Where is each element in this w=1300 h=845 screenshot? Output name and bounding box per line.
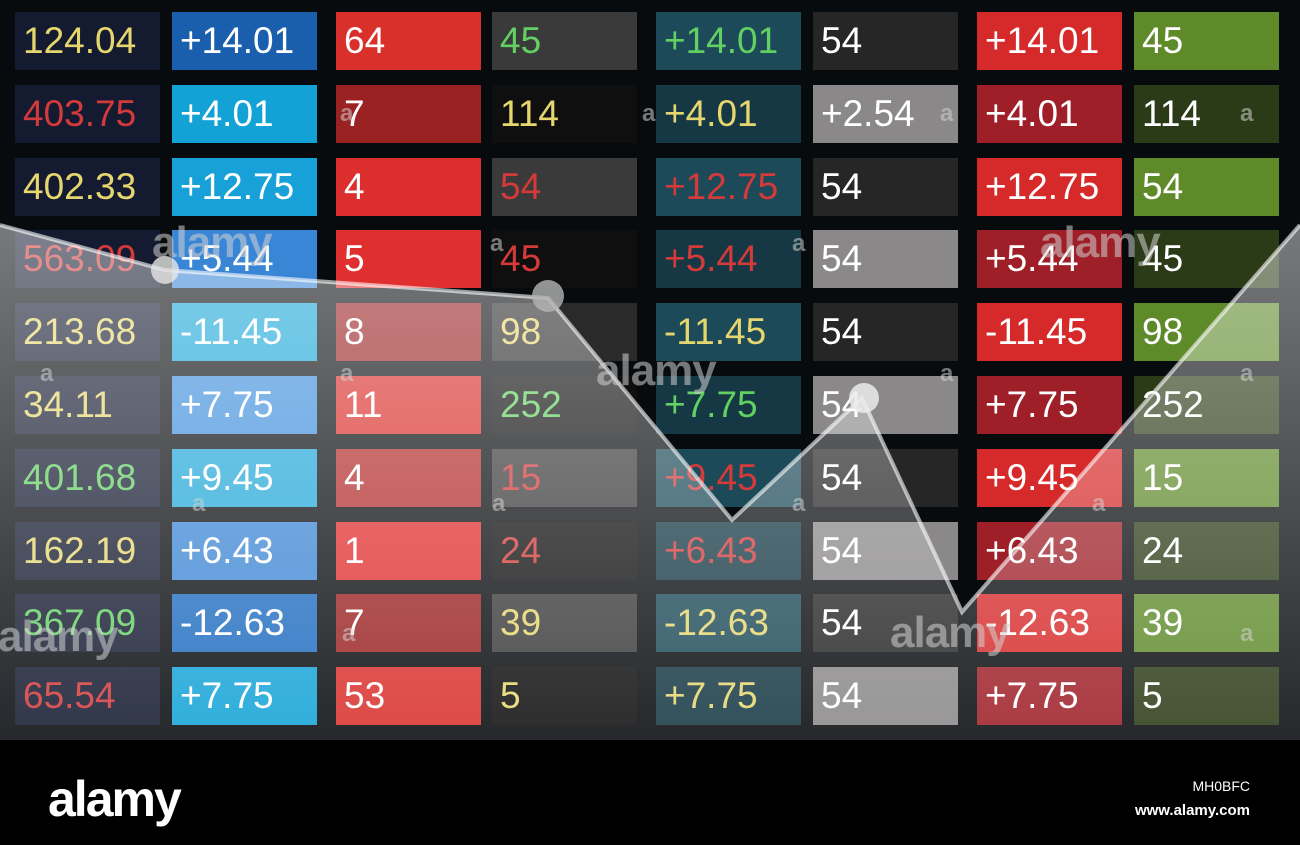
watermark-mark: a (1240, 620, 1253, 647)
ticker-cell: 64 (336, 12, 481, 70)
trend-point (849, 383, 879, 413)
ticker-cell: 7 (336, 85, 481, 143)
watermark-mark: a (340, 360, 353, 387)
watermark-mark: a (792, 490, 805, 517)
watermark-mark: a (1240, 360, 1253, 387)
ticker-cell: 54 (813, 230, 958, 288)
footer: alamy MH0BFC www.alamy.com (0, 740, 1300, 845)
ticker-cell: +2.54 (813, 85, 958, 143)
watermark-mark: a (192, 490, 205, 517)
watermark-mark: a (492, 490, 505, 517)
ticker-cell: +4.01 (977, 85, 1122, 143)
watermark: alamy (0, 612, 119, 661)
ticker-cell: +7.75 (656, 376, 801, 434)
watermark-mark: a (792, 230, 805, 257)
watermark: alamy (596, 346, 717, 395)
ticker-cell: 4 (336, 158, 481, 216)
ticker-cell: +14.01 (656, 12, 801, 70)
ticker-cell: +14.01 (977, 12, 1122, 70)
watermark-mark: a (490, 230, 503, 257)
ticker-cell: 5 (336, 230, 481, 288)
ticker-cell: 114 (492, 85, 637, 143)
ticker-cell: 403.75 (15, 85, 160, 143)
watermark-mark: a (642, 100, 655, 127)
trend-area (0, 225, 1300, 740)
watermark-mark: a (1240, 100, 1253, 127)
ticker-cell: 45 (492, 12, 637, 70)
watermark: alamy (1040, 218, 1161, 267)
ticker-cell: 45 (492, 230, 637, 288)
ticker-cell: +12.75 (977, 158, 1122, 216)
watermark-mark: a (940, 100, 953, 127)
image-id: MH0BFC (1192, 778, 1250, 794)
ticker-cell: 45 (1134, 230, 1279, 288)
logo: alamy (48, 771, 182, 827)
trend-overlay (0, 223, 1300, 740)
site-url: www.alamy.com (1134, 802, 1250, 819)
ticker-cell: 402.33 (15, 158, 160, 216)
ticker-cell: +12.75 (172, 158, 317, 216)
watermark-mark: a (940, 360, 953, 387)
ticker-cell: +12.75 (656, 158, 801, 216)
ticker-cell: 54 (492, 158, 637, 216)
watermark-mark: a (1092, 490, 1105, 517)
trend-point (532, 280, 564, 312)
ticker-board: 124.04 +14.01 64 45 +14.01 54 +14.01 45 403.75 +4… (0, 0, 1300, 740)
watermark-mark: a (40, 360, 53, 387)
ticker-cell: +5.44 (977, 230, 1122, 288)
ticker-cell: +4.01 (656, 85, 801, 143)
watermark: alamy (152, 218, 273, 267)
ticker-cell: +5.44 (656, 230, 801, 288)
ticker-cell: 54 (813, 303, 958, 361)
ticker-cell: +4.01 (172, 85, 317, 143)
ticker-cell: -11.45 (977, 303, 1122, 361)
ticker-cell: 45 (1134, 12, 1279, 70)
ticker-cell: +14.01 (172, 12, 317, 70)
ticker-cell: 124.04 (15, 12, 160, 70)
ticker-cell: 114 (1134, 85, 1279, 143)
ticker-cell: +7.75 (977, 376, 1122, 434)
ticker-cell: 54 (1134, 158, 1279, 216)
trend-point (151, 256, 179, 284)
ticker-cell: +5.44 (172, 230, 317, 288)
watermark-mark: a (342, 620, 355, 647)
ticker-cell: 54 (813, 158, 958, 216)
watermark: alamy (890, 608, 1011, 657)
ticker-cell: -11.45 (656, 303, 801, 361)
watermark-mark: a (340, 100, 353, 127)
ticker-cell: 54 (813, 12, 958, 70)
